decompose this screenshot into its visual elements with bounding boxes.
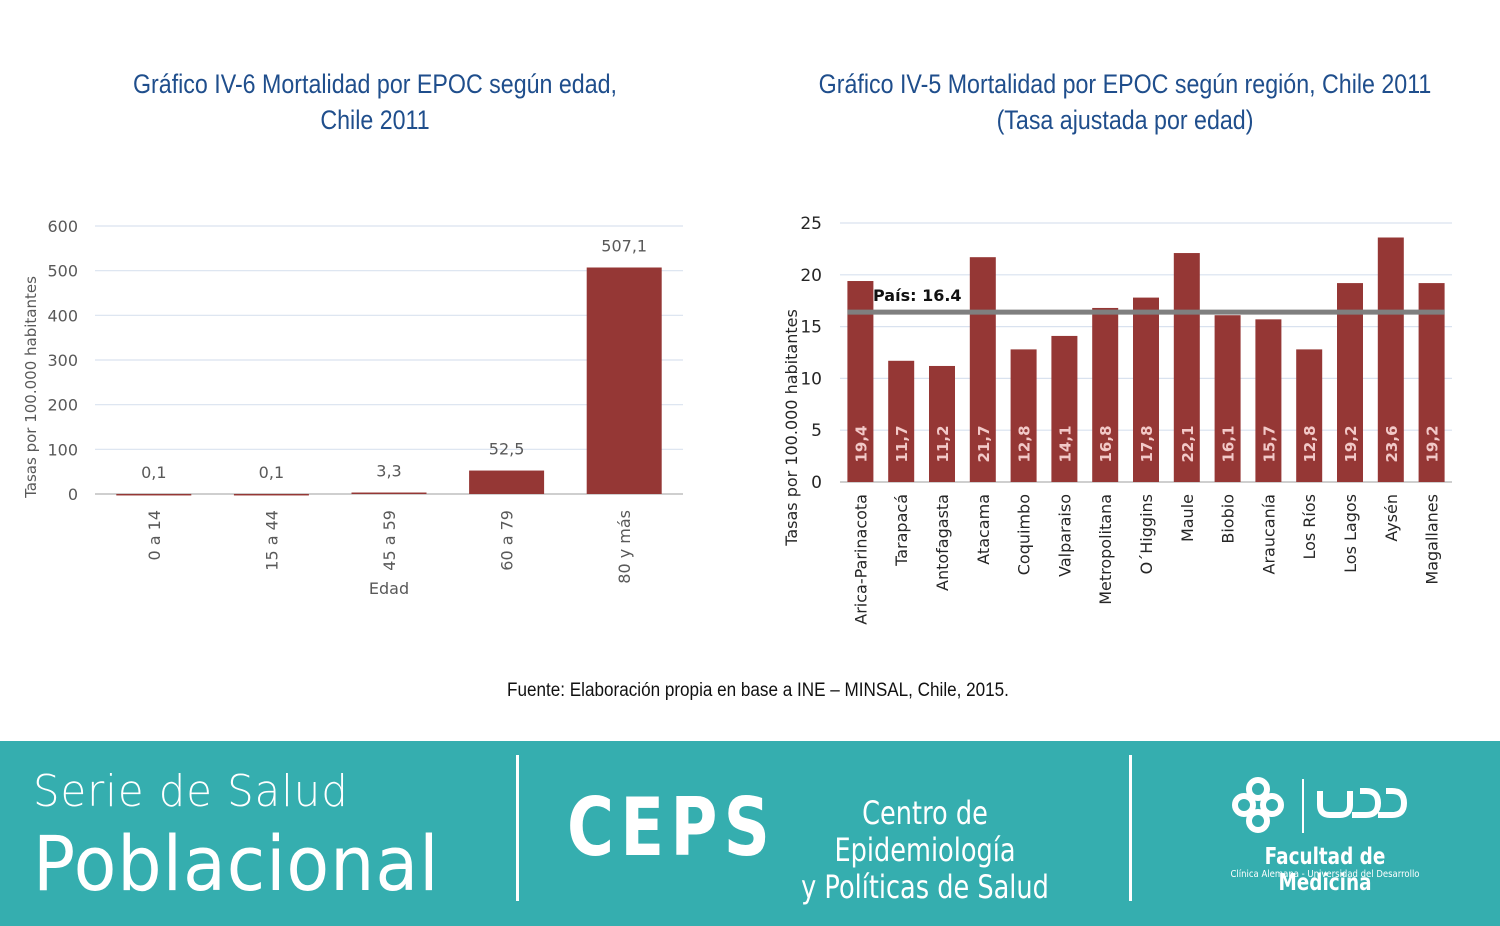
bar-3 — [969, 257, 996, 482]
chart1-title: Gráfico IV-6 Mortalidad por EPOC según e… — [87, 66, 663, 138]
y-tick-label: 0 — [811, 473, 822, 493]
source-note: Fuente: Elaboración propia en base a INE… — [507, 680, 1009, 701]
data-label: 14,1 — [1056, 425, 1074, 462]
bar-2 — [929, 365, 955, 482]
chart1-title-line1: Gráfico IV-6 Mortalidad por EPOC según e… — [132, 69, 617, 99]
x-tick-label: Atacama — [974, 494, 993, 565]
clinica-alemana-logo-icon — [1232, 777, 1408, 833]
ceps-logo-text: CEPS — [567, 781, 777, 874]
y-tick-label: 500 — [47, 262, 78, 281]
data-label: 0,1 — [259, 463, 284, 482]
chart2-title-line2: (Tasa ajustada por edad) — [996, 105, 1254, 135]
bar-8 — [1173, 253, 1200, 482]
y-tick-label: 200 — [47, 396, 78, 415]
bar-4 — [1010, 349, 1037, 482]
data-label: 19,4 — [852, 425, 870, 462]
x-axis-label: Edad — [369, 579, 409, 598]
udd-logo-icon — [1317, 788, 1408, 818]
y-axis-label: Tasas por 100.000 habitantes — [782, 309, 801, 547]
bar-4 — [586, 267, 662, 494]
footer-divider-2 — [1129, 755, 1132, 901]
x-tick-label: Tarapacá — [892, 494, 911, 567]
centro-name: Centro de Epidemiología y Políticas de S… — [801, 795, 1049, 906]
data-label: 11,7 — [893, 425, 911, 462]
faculty-logos — [1228, 775, 1418, 846]
chart1-title-line2: Chile 2011 — [320, 105, 430, 135]
bar-12 — [1337, 283, 1363, 482]
bar-1 — [888, 360, 915, 482]
data-label: 17,8 — [1138, 425, 1156, 462]
chart-mortalidad-edad: 0 100 200 300 400 500 600 0,1 0 a 14 0,1 15 a 44 3,… — [22, 217, 683, 598]
x-tick-label: Arica-Parinacota — [851, 494, 870, 625]
x-tick-label: Maule — [1178, 494, 1197, 542]
chart2-title: Gráfico IV-5 Mortalidad por EPOC según r… — [794, 66, 1456, 138]
data-label: 3,3 — [376, 462, 401, 481]
faculty-name: Facultad de Medicina — [1264, 844, 1386, 896]
reference-line-label: País: 16.4 — [873, 286, 962, 305]
chart-mortalidad-region: 0 5 10 15 20 25 19,4 Arica-Parinacota 11,7 Tarapa… — [782, 214, 1452, 625]
x-tick-label: Antofagasta — [933, 494, 952, 591]
chart2-title-line1: Gráfico IV-5 Mortalidad por EPOC según r… — [818, 69, 1432, 99]
data-label: 15,7 — [1260, 425, 1278, 462]
data-label: 0,1 — [141, 463, 166, 482]
y-tick-label: 10 — [800, 369, 822, 389]
data-label: 21,7 — [975, 425, 993, 462]
data-label: 12,8 — [1016, 425, 1034, 462]
y-tick-label: 100 — [47, 440, 78, 459]
y-tick-label: 5 — [811, 421, 822, 441]
y-tick-label: 300 — [47, 351, 78, 370]
bar-10 — [1255, 319, 1282, 482]
x-tick-label: Magallanes — [1423, 494, 1442, 585]
y-axis-label: Tasas por 100.000 habitantes — [22, 276, 40, 499]
y-tick-label: 20 — [800, 266, 822, 286]
x-tick-label: O´Higgins — [1137, 494, 1156, 574]
x-tick-label: Aysén — [1382, 494, 1401, 542]
y-tick-label: 600 — [47, 217, 78, 236]
data-label: 16,8 — [1097, 425, 1115, 462]
footer-banner: Serie de Salud Poblacional CEPS Centro d… — [0, 741, 1500, 926]
footer-divider-1 — [516, 755, 519, 901]
data-label: 11,2 — [934, 425, 952, 462]
y-tick-label: 0 — [68, 485, 78, 504]
bar-1 — [233, 493, 309, 496]
bar-11 — [1296, 349, 1323, 482]
data-label: 19,2 — [1424, 425, 1442, 462]
x-tick-label: 60 a 79 — [498, 510, 517, 571]
x-tick-label: 15 a 44 — [262, 510, 281, 571]
data-label: 16,1 — [1220, 425, 1238, 462]
data-label: 12,8 — [1301, 425, 1319, 462]
y-tick-label: 15 — [800, 318, 822, 338]
x-tick-label: Valparaiso — [1055, 494, 1074, 577]
bar-5 — [1051, 335, 1078, 482]
series-title-line2: Poblacional — [33, 819, 440, 908]
x-tick-label: Los Ríos — [1300, 494, 1319, 560]
data-label: 52,5 — [489, 440, 525, 459]
x-tick-label: 80 y más — [615, 510, 634, 584]
data-label: 19,2 — [1342, 425, 1360, 462]
x-tick-label: Coquimbo — [1015, 494, 1034, 575]
y-tick-label: 25 — [800, 214, 822, 234]
bar-9 — [1214, 315, 1241, 482]
data-label: 23,6 — [1383, 425, 1401, 462]
centro-line1: Centro de Epidemiología — [834, 794, 1016, 869]
data-label: 507,1 — [601, 236, 647, 255]
x-tick-label: Los Lagos — [1341, 494, 1360, 573]
bar-3 — [469, 470, 545, 494]
x-tick-label: Araucanía — [1259, 494, 1278, 574]
bar-13 — [1377, 237, 1404, 482]
bar-14 — [1418, 283, 1445, 482]
bar-7 — [1133, 297, 1159, 482]
x-tick-label: 0 a 14 — [145, 510, 164, 561]
bar-6 — [1092, 307, 1119, 482]
y-tick-label: 400 — [47, 306, 78, 325]
centro-line2: y Políticas de Salud — [801, 868, 1049, 906]
faculty-subtitle: Clínica Alemana - Universidad del Desarr… — [1230, 869, 1420, 880]
data-label: 22,1 — [1179, 425, 1197, 462]
x-tick-label: Biobio — [1219, 494, 1238, 544]
x-tick-label: Metropolitana — [1096, 494, 1115, 605]
bar-0 — [116, 493, 192, 496]
series-title-line1: Serie de Salud — [33, 766, 349, 817]
bar-2 — [351, 492, 427, 495]
x-tick-label: 45 a 59 — [380, 510, 399, 571]
